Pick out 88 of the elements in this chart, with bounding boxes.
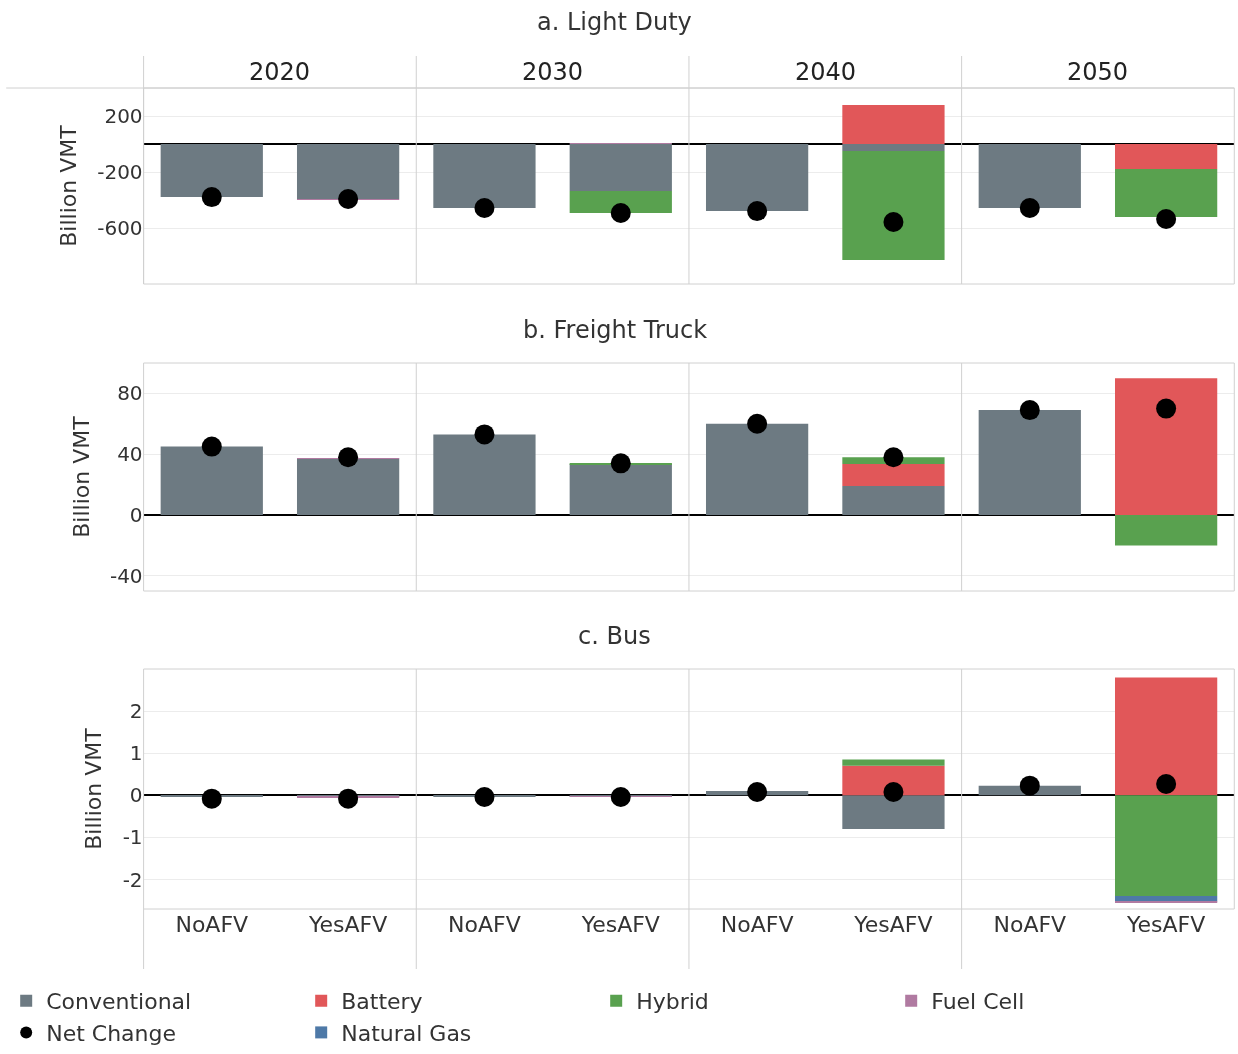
legend-label: Conventional bbox=[46, 989, 192, 1015]
bar bbox=[433, 144, 536, 208]
bar bbox=[1115, 677, 1218, 796]
point bbox=[474, 787, 495, 807]
point bbox=[1019, 400, 1040, 421]
bar bbox=[296, 458, 400, 515]
bar bbox=[160, 144, 263, 198]
point bbox=[747, 781, 768, 802]
point bbox=[747, 201, 768, 222]
legend-label: Net Change bbox=[46, 1020, 177, 1046]
x-tick-label: NoAFV bbox=[175, 912, 249, 937]
point bbox=[610, 787, 631, 807]
bar bbox=[1115, 144, 1218, 170]
point bbox=[747, 413, 768, 434]
bar bbox=[296, 144, 400, 200]
bar bbox=[842, 104, 945, 144]
x-tick-label: NoAFV bbox=[720, 912, 794, 937]
point bbox=[610, 203, 631, 224]
bar bbox=[842, 759, 945, 766]
x-tick-label: NoAFV bbox=[448, 912, 521, 937]
y-axis-title: Billion VMT bbox=[68, 415, 94, 538]
bar bbox=[1115, 169, 1218, 218]
bar bbox=[433, 434, 536, 515]
point bbox=[883, 211, 904, 232]
x-tick-label: YesAFV bbox=[307, 912, 388, 937]
bar bbox=[1115, 515, 1218, 546]
bar bbox=[569, 191, 672, 214]
chart-title: b. Freight Truck bbox=[523, 316, 708, 344]
x-tick-label: NoAFV bbox=[993, 912, 1067, 937]
bar bbox=[1115, 378, 1218, 515]
point bbox=[1156, 209, 1177, 230]
point bbox=[474, 197, 495, 218]
y-tick-label: -600 bbox=[97, 216, 143, 240]
text: 2030 bbox=[522, 58, 584, 86]
point bbox=[883, 447, 904, 468]
bar bbox=[160, 446, 263, 515]
bar bbox=[842, 795, 945, 829]
point bbox=[338, 788, 359, 809]
point bbox=[201, 187, 222, 208]
bar bbox=[978, 144, 1081, 208]
y-tick-label: 0 bbox=[129, 783, 143, 808]
x-tick-label: YesAFV bbox=[580, 912, 660, 937]
bar bbox=[842, 144, 945, 151]
y-axis-title: Billion VMT bbox=[56, 124, 82, 247]
point bbox=[610, 453, 631, 474]
x-tick-label: YesAFV bbox=[1125, 912, 1206, 937]
bar bbox=[569, 464, 672, 515]
bar bbox=[569, 144, 672, 192]
chart-title: c. Bus bbox=[578, 622, 651, 650]
bar bbox=[842, 765, 945, 796]
bar bbox=[1115, 795, 1218, 896]
bar bbox=[978, 410, 1081, 515]
point bbox=[1156, 398, 1177, 419]
point bbox=[338, 189, 359, 210]
y-tick-label: -200 bbox=[97, 160, 143, 184]
y-axis-title: Billion VMT bbox=[81, 727, 107, 850]
legend-label: Fuel Cell bbox=[931, 989, 1025, 1015]
legend-label: Hybrid bbox=[636, 989, 709, 1015]
point bbox=[338, 447, 359, 468]
point bbox=[201, 436, 222, 457]
point bbox=[1156, 773, 1177, 794]
bar bbox=[842, 151, 945, 261]
point bbox=[474, 424, 495, 445]
bar bbox=[705, 423, 809, 515]
point bbox=[1019, 775, 1040, 796]
bar bbox=[842, 464, 945, 487]
y-tick-label: -2 bbox=[122, 867, 143, 892]
bar bbox=[842, 486, 945, 515]
y-tick-label: 80 bbox=[117, 381, 143, 406]
y-tick-label: -40 bbox=[109, 563, 143, 588]
y-tick-label: 0 bbox=[129, 503, 143, 527]
point bbox=[201, 788, 222, 809]
legend-label: Battery bbox=[341, 989, 423, 1015]
bar bbox=[1115, 895, 1218, 902]
text: 2040 bbox=[795, 58, 857, 86]
legend-label: Natural Gas bbox=[341, 1020, 472, 1046]
point bbox=[1019, 197, 1040, 218]
bar bbox=[705, 144, 809, 212]
text: 2020 bbox=[249, 58, 311, 86]
text: 2050 bbox=[1067, 58, 1129, 86]
y-tick-label: -1 bbox=[122, 825, 143, 850]
y-tick-label: 40 bbox=[117, 442, 143, 467]
chart-title: a. Light Duty bbox=[537, 8, 692, 36]
y-tick-label: 200 bbox=[104, 104, 143, 128]
y-tick-label: 2 bbox=[129, 699, 143, 724]
x-tick-label: YesAFV bbox=[853, 912, 933, 937]
y-tick-label: 1 bbox=[129, 741, 143, 766]
point bbox=[883, 781, 904, 802]
